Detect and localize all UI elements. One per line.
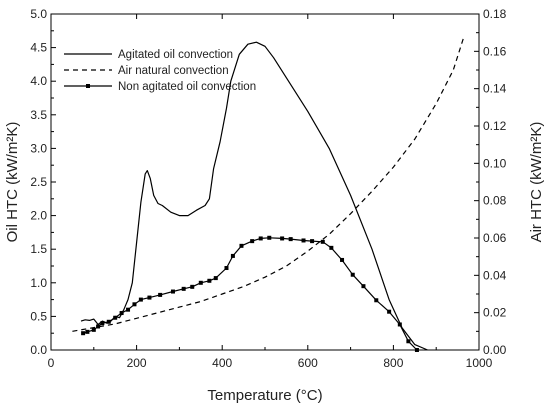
y-right-tick-label: 0.16 xyxy=(483,44,507,58)
data-point-non-agitated-oil-convection xyxy=(181,286,186,291)
data-point-non-agitated-oil-convection xyxy=(267,235,272,240)
data-point-non-agitated-oil-convection xyxy=(158,292,163,297)
data-point-non-agitated-oil-convection xyxy=(138,297,143,302)
data-point-non-agitated-oil-convection xyxy=(81,331,86,336)
legend-marker-non-agitated-oil-convection xyxy=(86,84,90,88)
y-left-tick-label: 5.0 xyxy=(30,7,47,21)
data-point-non-agitated-oil-convection xyxy=(132,302,137,307)
data-point-non-agitated-oil-convection xyxy=(198,280,203,285)
data-point-non-agitated-oil-convection xyxy=(320,239,325,244)
y-right-tick-label: 0.12 xyxy=(483,119,507,133)
y-right-tick-label: 0.08 xyxy=(483,194,507,208)
data-point-non-agitated-oil-convection xyxy=(374,298,379,303)
data-point-non-agitated-oil-convection xyxy=(213,276,218,281)
data-point-non-agitated-oil-convection xyxy=(350,272,355,277)
x-tick-label: 200 xyxy=(127,356,147,370)
y-left-tick-label: 2.5 xyxy=(30,175,47,189)
data-point-non-agitated-oil-convection xyxy=(310,239,315,244)
x-tick-label: 800 xyxy=(383,356,403,370)
series-line-non-agitated-oil-convection xyxy=(82,237,418,351)
data-point-non-agitated-oil-convection xyxy=(340,257,345,262)
data-point-non-agitated-oil-convection xyxy=(361,284,366,289)
data-point-non-agitated-oil-convection xyxy=(406,339,411,344)
x-tick-label: 0 xyxy=(48,356,55,370)
data-point-non-agitated-oil-convection xyxy=(224,266,229,271)
data-point-non-agitated-oil-convection xyxy=(288,237,293,242)
data-point-non-agitated-oil-convection xyxy=(91,327,96,332)
y-left-tick-label: 0.5 xyxy=(30,309,47,323)
y-left-tick-label: 2.0 xyxy=(30,209,47,223)
y-left-tick-label: 3.5 xyxy=(30,108,47,122)
x-tick-label: 600 xyxy=(298,356,318,370)
data-point-non-agitated-oil-convection xyxy=(301,238,306,243)
data-point-non-agitated-oil-convection xyxy=(414,348,419,352)
data-point-non-agitated-oil-convection xyxy=(230,253,235,258)
data-point-non-agitated-oil-convection xyxy=(119,311,124,316)
data-point-non-agitated-oil-convection xyxy=(96,324,101,329)
y-right-tick-label: 0.04 xyxy=(483,268,507,282)
data-point-non-agitated-oil-convection xyxy=(387,309,392,314)
data-point-non-agitated-oil-convection xyxy=(106,319,111,324)
data-point-non-agitated-oil-convection xyxy=(147,295,152,300)
data-point-non-agitated-oil-convection xyxy=(190,284,195,289)
y-left-tick-label: 1.0 xyxy=(30,276,47,290)
y-left-tick-label: 0.0 xyxy=(30,343,47,357)
data-point-non-agitated-oil-convection xyxy=(100,321,105,326)
y-left-tick-label: 4.0 xyxy=(30,74,47,88)
legend: Agitated oil convection Air natural conve… xyxy=(64,49,256,93)
y-left-tick-label: 4.5 xyxy=(30,41,47,55)
data-point-non-agitated-oil-convection xyxy=(258,236,263,241)
y-left-tick-label: 1.5 xyxy=(30,242,47,256)
data-point-non-agitated-oil-convection xyxy=(397,322,402,327)
x-axis-title: Temperature (°C) xyxy=(207,387,322,404)
y-right-tick-label: 0.18 xyxy=(483,7,507,21)
y-right-tick-label: 0.02 xyxy=(483,306,507,320)
y-right-tick-label: 0.14 xyxy=(483,82,507,96)
y-right-tick-label: 0.10 xyxy=(483,156,507,170)
series-layer xyxy=(72,36,465,352)
y-axis-left-title: Oil HTC (kW/m²K) xyxy=(4,122,21,243)
data-point-non-agitated-oil-convection xyxy=(207,278,212,283)
legend-label-agitated-oil-convection: Agitated oil convection xyxy=(118,49,233,61)
legend-label-air-natural-convection: Air natural convection xyxy=(118,65,229,77)
data-point-non-agitated-oil-convection xyxy=(239,243,244,248)
data-point-non-agitated-oil-convection xyxy=(170,289,175,294)
y-right-tick-label: 0.06 xyxy=(483,231,507,245)
data-point-non-agitated-oil-convection xyxy=(250,239,255,244)
data-point-non-agitated-oil-convection xyxy=(126,307,131,312)
y-left-tick-label: 3.0 xyxy=(30,141,47,155)
series-line-air-natural-convection xyxy=(72,36,465,332)
y-right-tick-label: 0.00 xyxy=(483,343,507,357)
data-point-non-agitated-oil-convection xyxy=(85,329,90,334)
ticks-layer: 0 200 400 600 800 1000 0.0 0.5 1.0 1.5 2.0 2.5 3.0 3.… xyxy=(30,7,506,370)
y-axis-right-title: Air HTC (kW/m²K) xyxy=(528,122,545,243)
x-tick-label: 400 xyxy=(212,356,232,370)
data-point-non-agitated-oil-convection xyxy=(113,315,118,320)
x-tick-label: 1000 xyxy=(466,356,493,370)
legend-label-non-agitated-oil-convection: Non agitated oil convection xyxy=(118,81,256,93)
data-point-non-agitated-oil-convection xyxy=(280,236,285,241)
plot-frame xyxy=(50,13,480,351)
data-point-non-agitated-oil-convection xyxy=(329,245,334,250)
